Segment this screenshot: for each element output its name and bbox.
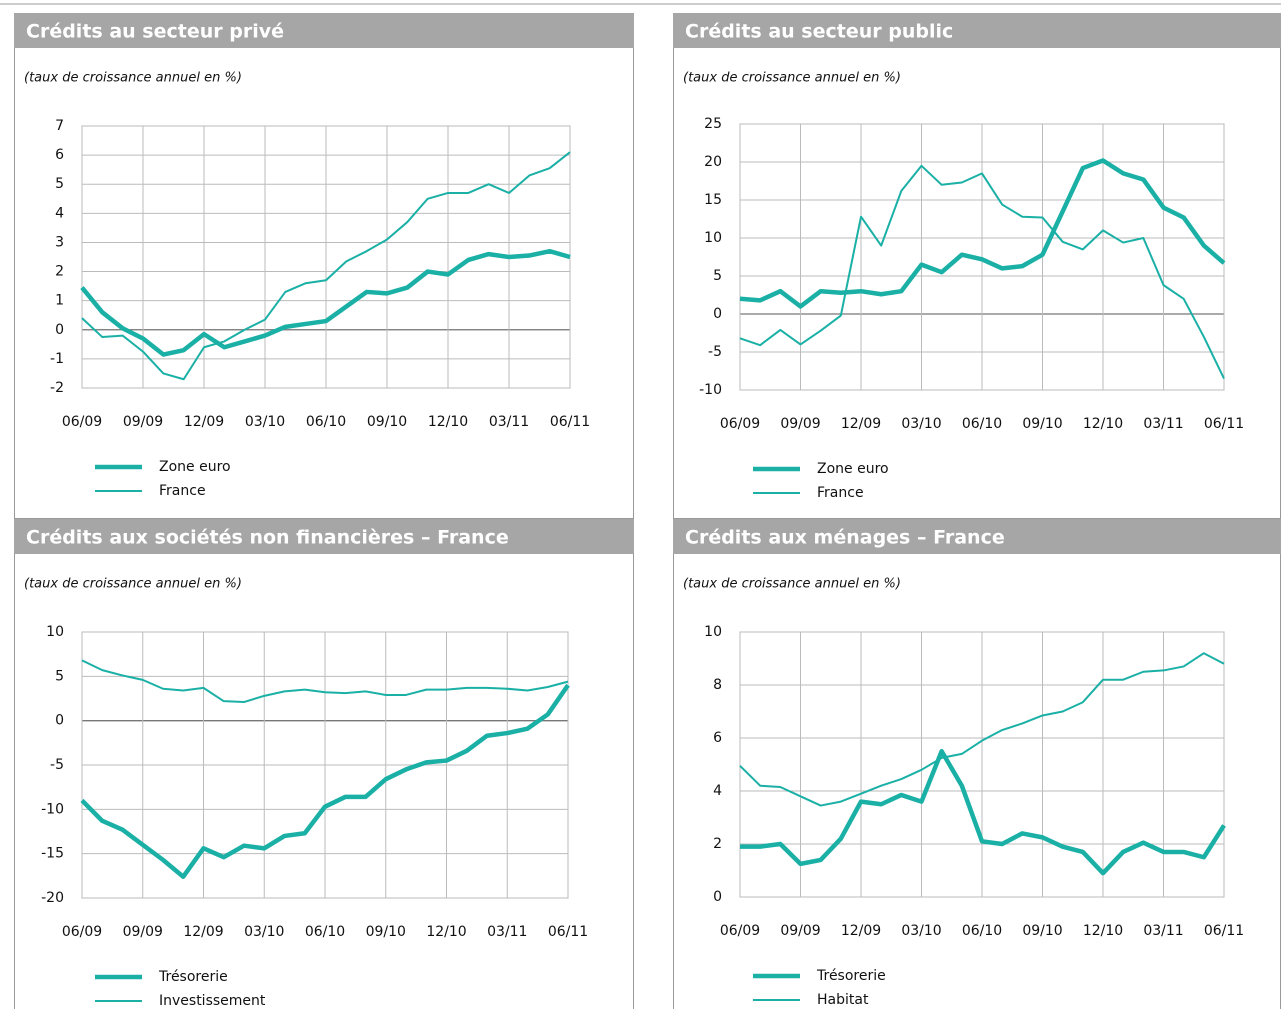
x-tick-label: 09/09 [780,923,820,939]
panel-header [673,519,1281,554]
y-tick-label: 0 [713,306,722,322]
series-line [740,749,1226,876]
x-tick-label: 06/11 [548,924,588,940]
panel-header [14,519,634,554]
chart-subtitle: (taux de croissance annuel en %) [24,577,242,592]
x-tick-label: 06/10 [962,923,1002,939]
x-tick-label: 03/10 [901,923,941,939]
x-tick-label: 06/10 [306,414,346,430]
y-tick-label: 5 [55,668,64,684]
x-tick-label: 12/10 [428,414,468,430]
y-tick-label: -10 [699,382,722,398]
y-tick-label: 2 [55,264,64,280]
series-line [739,158,1226,309]
y-tick-label: 0 [55,713,64,729]
x-tick-label: 03/10 [244,924,284,940]
series-line [739,652,1225,807]
chart-subtitle: (taux de croissance annuel en %) [683,71,901,86]
y-tick-label: 3 [55,234,64,250]
x-tick-label: 09/10 [1022,416,1062,432]
y-tick-label: 8 [713,677,722,693]
series-line [739,164,1225,380]
x-tick-label: 09/09 [123,414,163,430]
y-tick-label: -1 [50,351,64,367]
legend-label: Zone euro [159,459,231,475]
x-tick-label: 09/10 [1022,923,1062,939]
legend-label: Habitat [817,992,869,1008]
legend-label: Zone euro [817,461,889,477]
x-tick-label: 06/11 [1204,923,1244,939]
x-tick-label: 12/10 [1083,416,1123,432]
y-tick-label: 10 [704,624,722,640]
y-tick-label: 1 [55,293,64,309]
y-tick-label: 4 [713,783,722,799]
x-tick-label: 03/11 [1143,923,1183,939]
x-tick-label: 09/10 [366,924,406,940]
y-tick-label: 10 [46,624,64,640]
x-tick-label: 06/10 [962,416,1002,432]
legend-label: France [817,485,864,501]
x-tick-label: 06/09 [720,416,760,432]
x-tick-label: 09/09 [780,416,820,432]
y-tick-label: 4 [55,205,64,221]
chart-title: Crédits au secteur public [685,21,953,43]
chart-subtitle: (taux de croissance annuel en %) [683,577,901,592]
y-tick-label: 20 [704,154,722,170]
y-tick-label: 6 [55,147,64,163]
panel-border [14,13,634,519]
x-tick-label: 03/10 [901,416,941,432]
x-tick-label: 12/09 [841,416,881,432]
legend-label: Investissement [159,993,266,1009]
chart-title: Crédits aux sociétés non financières – F… [26,527,509,549]
chart-title: Crédits aux ménages – France [685,527,1005,549]
y-tick-label: -20 [41,890,64,906]
x-tick-label: 06/10 [305,924,345,940]
y-tick-label: 0 [55,322,64,338]
y-tick-label: 0 [713,889,722,905]
y-tick-label: -2 [50,380,64,396]
y-tick-label: -5 [50,757,64,773]
y-tick-label: 6 [713,730,722,746]
x-tick-label: 06/11 [1204,416,1244,432]
x-tick-label: 03/11 [487,924,527,940]
y-tick-label: -5 [708,344,722,360]
legend-label: Trésorerie [158,969,228,985]
x-tick-label: 09/09 [123,924,163,940]
series-line [81,659,569,704]
series-line [80,683,570,879]
y-tick-label: 2 [713,836,722,852]
y-tick-label: 7 [55,118,64,134]
chart-title: Crédits au secteur privé [26,21,284,43]
y-tick-label: 25 [704,116,722,132]
x-tick-label: 03/10 [245,414,285,430]
legend-label: France [159,483,206,499]
x-tick-label: 09/10 [367,414,407,430]
y-tick-label: 5 [713,268,722,284]
x-tick-label: 06/09 [62,924,102,940]
x-tick-label: 12/10 [426,924,466,940]
y-tick-label: -10 [41,801,64,817]
x-tick-label: 12/10 [1083,923,1123,939]
x-tick-label: 06/09 [62,414,102,430]
y-tick-label: 15 [704,192,722,208]
legend-label: Trésorerie [816,968,886,984]
x-tick-label: 03/11 [489,414,529,430]
y-tick-label: -15 [41,846,64,862]
x-tick-label: 06/09 [720,923,760,939]
series-line [81,151,571,381]
x-tick-label: 12/09 [183,924,223,940]
y-tick-label: 5 [55,176,64,192]
panel-header [14,13,634,48]
panel-border [673,13,1281,519]
x-tick-label: 12/09 [184,414,224,430]
x-tick-label: 03/11 [1143,416,1183,432]
x-tick-label: 06/11 [550,414,590,430]
chart-subtitle: (taux de croissance annuel en %) [24,71,242,86]
series-line [80,248,571,357]
panel-header [673,13,1281,48]
y-tick-label: 10 [704,230,722,246]
x-tick-label: 12/09 [841,923,881,939]
